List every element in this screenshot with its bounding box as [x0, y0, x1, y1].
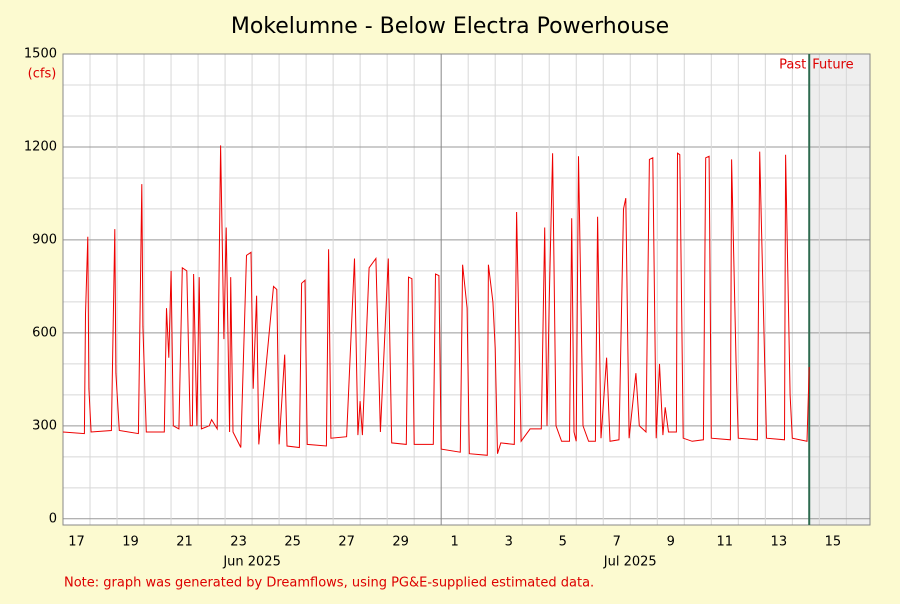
- x-tick-label: 1: [451, 535, 459, 550]
- x-tick-label: 29: [392, 535, 409, 550]
- plot-area: [63, 54, 870, 525]
- plot-frame: [62, 53, 871, 526]
- x-tick-label: 17: [68, 535, 85, 550]
- future-label: Future: [812, 58, 853, 73]
- chart-title: Mokelumne - Below Electra Powerhouse: [231, 14, 669, 39]
- month-label: Jul 2025: [603, 555, 657, 570]
- x-tick-label: 27: [338, 535, 355, 550]
- y-tick-label: 1200: [24, 139, 57, 154]
- y-tick-label: 300: [32, 418, 57, 433]
- x-tick-label: 23: [230, 535, 247, 550]
- y-unit: (cfs): [28, 67, 57, 82]
- flow-line: [62, 145, 810, 456]
- note: Note: graph was generated by Dreamflows,…: [64, 576, 594, 591]
- x-tick-label: 25: [284, 535, 301, 550]
- x-tick-label: 19: [122, 535, 139, 550]
- x-tick-label: 15: [825, 535, 842, 550]
- future-area: [809, 54, 870, 525]
- y-tick-label: 0: [49, 511, 57, 526]
- x-tick-label: 5: [559, 535, 567, 550]
- x-tick-label: 11: [717, 535, 734, 550]
- month-label: Jun 2025: [222, 555, 281, 570]
- x-tick-label: 21: [176, 535, 193, 550]
- x-tick-label: 13: [771, 535, 788, 550]
- y-tick-label: 600: [32, 325, 57, 340]
- y-tick-label: 1500: [24, 47, 57, 62]
- past-label: Past: [779, 58, 806, 73]
- x-tick-label: 7: [613, 535, 621, 550]
- y-tick-label: 900: [32, 232, 57, 247]
- x-tick-label: 9: [667, 535, 675, 550]
- x-tick-label: 3: [505, 535, 513, 550]
